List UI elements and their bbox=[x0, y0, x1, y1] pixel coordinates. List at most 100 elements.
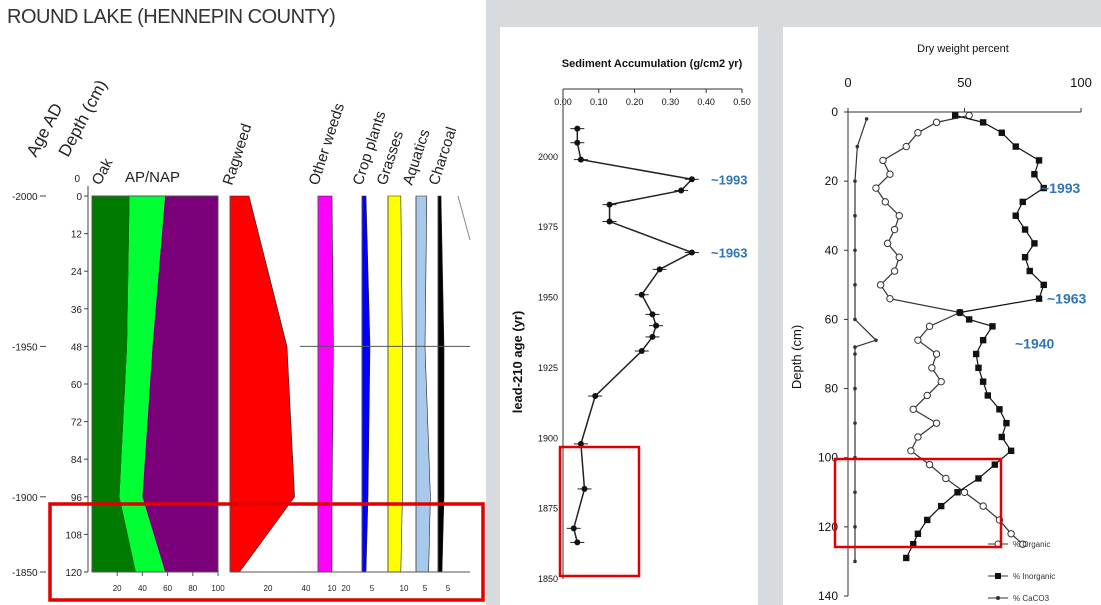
dw-point-inorganic bbox=[965, 316, 973, 323]
dw-point-inorganic bbox=[1031, 171, 1038, 178]
dw-point-inorganic bbox=[1021, 226, 1029, 233]
dw-point-organic bbox=[902, 142, 910, 151]
dw-point-inorganic bbox=[910, 540, 917, 548]
dw-point-caco3 bbox=[853, 559, 857, 564]
dw-point-organic bbox=[914, 336, 922, 344]
ap-nap-tick-label: 40 bbox=[138, 584, 147, 593]
dw-point-caco3 bbox=[853, 421, 857, 425]
dw-point-organic bbox=[876, 281, 885, 289]
dw-point-organic bbox=[925, 460, 934, 469]
sed-annotation: ~1963 bbox=[711, 245, 748, 260]
dw-point-organic bbox=[881, 198, 889, 206]
sed-x-tick-label: 0.10 bbox=[590, 97, 608, 107]
sed-data-point bbox=[656, 266, 663, 273]
dw-legend-marker bbox=[995, 573, 1001, 579]
dw-x-tick-label: 0 bbox=[844, 75, 851, 90]
depth-tick-label: 24 bbox=[71, 267, 83, 278]
dw-point-inorganic bbox=[975, 475, 982, 482]
taxon-area-charcoal bbox=[437, 195, 445, 573]
depth-tick-label: 0 bbox=[76, 192, 82, 203]
dw-point-organic bbox=[1007, 530, 1015, 538]
sed-y-tick-label: 1850 bbox=[538, 574, 558, 584]
sed-data-point bbox=[592, 393, 599, 400]
dw-chart-title: Dry weight percent bbox=[917, 43, 1009, 55]
taxon-area-other_weeds bbox=[317, 195, 334, 573]
dw-point-inorganic bbox=[979, 119, 987, 126]
depth-tick-label: 48 bbox=[71, 342, 83, 353]
ap-nap-frame bbox=[91, 195, 219, 573]
dw-point-inorganic bbox=[938, 502, 945, 510]
sed-data-point bbox=[581, 485, 588, 492]
taxon-area-crop bbox=[361, 195, 371, 573]
dw-point-inorganic bbox=[998, 433, 1005, 441]
dw-point-caco3 bbox=[853, 283, 857, 287]
dw-point-inorganic bbox=[1040, 184, 1047, 192]
dw-point-inorganic bbox=[1012, 143, 1019, 150]
dw-y-axis-label: Depth (cm) bbox=[789, 325, 804, 389]
sed-data-point bbox=[688, 176, 695, 183]
depth-tick-label: 72 bbox=[71, 418, 83, 429]
sed-y-tick-label: 1925 bbox=[538, 363, 558, 373]
dw-point-inorganic bbox=[1019, 198, 1026, 206]
dw-point-inorganic bbox=[956, 309, 964, 316]
dw-series-line-caco3 bbox=[854, 118, 878, 562]
dw-point-organic bbox=[914, 129, 922, 137]
dw-point-organic bbox=[907, 447, 915, 455]
sed-data-point bbox=[649, 311, 656, 318]
dw-legend-label: % Organic bbox=[1013, 540, 1050, 549]
dw-point-organic bbox=[909, 405, 917, 414]
sed-y-tick-label: 1975 bbox=[538, 222, 558, 232]
ap-nap-band-nap bbox=[142, 196, 218, 572]
taxon-area-grasses bbox=[387, 195, 403, 573]
dw-y-tick-label: 100 bbox=[818, 451, 838, 465]
sed-data-point bbox=[638, 348, 645, 354]
sed-y-tick-label: 2000 bbox=[538, 152, 558, 162]
dw-point-inorganic bbox=[989, 323, 996, 330]
sed-data-point bbox=[570, 525, 577, 532]
dw-point-organic bbox=[937, 377, 945, 386]
sed-annotation: ~1993 bbox=[711, 172, 748, 187]
sed-y-axis-label: lead-210 age (yr) bbox=[510, 311, 525, 414]
dw-point-caco3 bbox=[853, 525, 857, 529]
dw-highlight-box bbox=[833, 457, 1003, 549]
dw-point-organic bbox=[886, 170, 894, 178]
taxon-tick-label: 10 bbox=[400, 584, 409, 593]
dw-y-tick-label: 40 bbox=[825, 243, 839, 257]
dw-point-inorganic bbox=[984, 392, 991, 399]
dw-point-caco3 bbox=[853, 248, 857, 253]
dw-point-inorganic bbox=[996, 406, 1003, 413]
dw-point-caco3 bbox=[853, 490, 857, 495]
taxon-area-aquatics bbox=[415, 195, 431, 573]
sed-data-point bbox=[638, 291, 645, 298]
charcoal-trace bbox=[457, 195, 471, 241]
age-tick-label: -1850 bbox=[12, 568, 38, 579]
sed-data-point bbox=[577, 156, 584, 163]
ap-nap-label: AP/NAP bbox=[125, 169, 180, 186]
dw-legend-marker bbox=[996, 596, 1000, 600]
dw-point-inorganic bbox=[1003, 419, 1010, 427]
sed-data-point bbox=[688, 249, 695, 256]
dw-annotation: ~1963 bbox=[1047, 291, 1087, 307]
dw-point-inorganic bbox=[1021, 254, 1029, 261]
sed-chart-title: Sediment Accumulation (g/cm2 yr) bbox=[562, 58, 743, 70]
depth-tick-label: 12 bbox=[71, 230, 83, 241]
ap-nap-tick-label: 100 bbox=[211, 584, 225, 593]
dw-x-tick-label: 50 bbox=[957, 75, 971, 90]
ap-nap-band-ap bbox=[119, 196, 166, 572]
taxon-tick-label: 5 bbox=[423, 584, 428, 593]
sed-y-tick-label: 1900 bbox=[538, 433, 558, 443]
dw-point-inorganic bbox=[1031, 240, 1038, 247]
dw-point-inorganic bbox=[1007, 447, 1015, 454]
dw-point-inorganic bbox=[1040, 281, 1047, 289]
dw-point-inorganic bbox=[1012, 212, 1019, 219]
depth-tick-label: 60 bbox=[71, 380, 83, 391]
age-tick-label: -1900 bbox=[12, 493, 38, 504]
taxon-label: Ragweed bbox=[220, 122, 256, 188]
dw-point-inorganic bbox=[914, 530, 922, 537]
dw-annotation: ~1993 bbox=[1041, 180, 1081, 196]
dw-point-caco3 bbox=[855, 144, 860, 149]
dw-y-tick-label: 20 bbox=[825, 174, 839, 188]
dw-point-organic bbox=[886, 294, 894, 303]
dw-point-caco3 bbox=[864, 117, 869, 121]
